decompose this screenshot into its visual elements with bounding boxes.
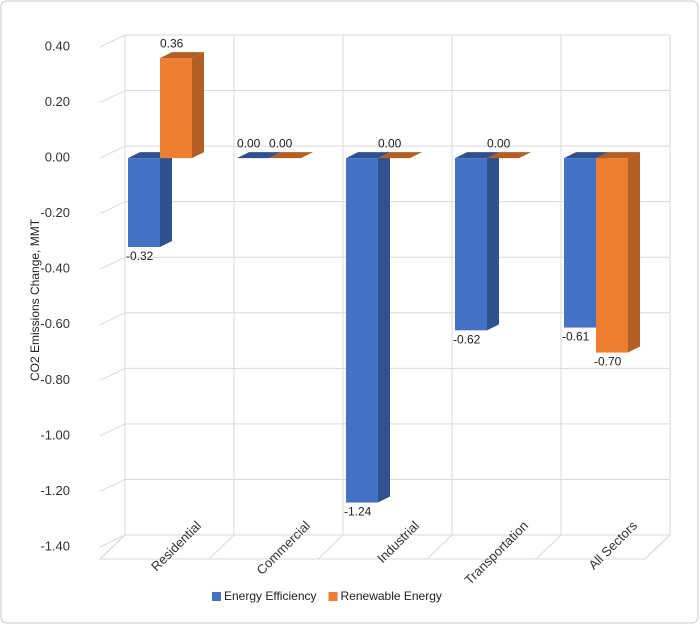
floor-divider xyxy=(99,534,126,560)
bar-top xyxy=(269,152,313,159)
bar-top xyxy=(596,152,640,159)
bar-top xyxy=(160,52,204,59)
value-label: 0.00 xyxy=(487,136,511,150)
bar-group xyxy=(378,152,422,159)
bar-side xyxy=(378,152,390,503)
bar-side xyxy=(487,152,499,331)
y-tick-label: -1.40 xyxy=(40,538,70,553)
bar-top xyxy=(237,152,281,159)
floor-divider xyxy=(426,534,453,560)
y-tick-label: 0.40 xyxy=(45,38,70,53)
bar xyxy=(346,158,378,503)
floor-divider xyxy=(208,534,235,560)
side-grid-line xyxy=(99,90,126,104)
value-label: -1.24 xyxy=(344,505,372,519)
bar-group xyxy=(128,152,172,247)
value-label: -0.61 xyxy=(562,330,590,344)
bar-top xyxy=(564,152,608,159)
side-grid-line xyxy=(99,423,126,437)
bar-top xyxy=(487,152,531,159)
legend-label: Renewable Energy xyxy=(341,589,442,603)
y-tick-label: -0.40 xyxy=(40,261,70,276)
side-grid-line xyxy=(99,34,126,48)
legend-swatch xyxy=(212,592,221,601)
y-tick-label: -1.20 xyxy=(40,483,70,498)
bar-top xyxy=(455,152,499,159)
bar-group xyxy=(487,152,531,159)
y-tick-label: -0.20 xyxy=(40,205,70,220)
bar-top xyxy=(378,152,422,159)
bar-side xyxy=(192,52,204,159)
floor-divider xyxy=(535,534,562,560)
floor-divider xyxy=(317,534,344,560)
side-grid-line xyxy=(99,201,126,215)
bar-group xyxy=(455,152,499,331)
bar-group xyxy=(160,52,204,159)
bar-side xyxy=(628,152,640,353)
value-label: -0.70 xyxy=(594,355,622,369)
side-grid-line xyxy=(99,256,126,270)
floor-divider xyxy=(644,534,671,560)
side-grid-line xyxy=(99,534,126,548)
y-tick-label: 0.20 xyxy=(45,94,70,109)
bar xyxy=(564,158,596,328)
y-tick-label: 0.00 xyxy=(45,150,70,165)
legend-label: Energy Efficiency xyxy=(224,589,317,603)
bar-group xyxy=(237,152,281,159)
bar-top xyxy=(346,152,390,159)
value-label: -0.62 xyxy=(453,333,481,347)
value-label: 0.00 xyxy=(269,136,293,150)
bar-side xyxy=(160,152,172,247)
bar xyxy=(128,158,160,247)
bar xyxy=(596,158,628,353)
side-grid-line xyxy=(99,145,126,159)
bar-group xyxy=(346,152,390,503)
bar xyxy=(160,58,192,159)
value-label: 0.00 xyxy=(378,136,402,150)
value-label: 0.00 xyxy=(237,136,261,150)
y-tick-label: -0.60 xyxy=(40,316,70,331)
side-grid-line xyxy=(99,367,126,381)
y-tick-label: -1.00 xyxy=(40,427,70,442)
value-label: 0.36 xyxy=(160,36,184,50)
y-axis-title: CO2 Emissions Change, MMT xyxy=(28,218,42,381)
bar-group xyxy=(596,152,640,353)
bar xyxy=(455,158,487,331)
side-grid-line xyxy=(99,312,126,326)
y-tick-label: -0.80 xyxy=(40,372,70,387)
legend-swatch xyxy=(328,592,338,601)
value-label: -0.32 xyxy=(126,249,154,263)
bar-group xyxy=(269,152,313,159)
side-grid-line xyxy=(99,478,126,492)
